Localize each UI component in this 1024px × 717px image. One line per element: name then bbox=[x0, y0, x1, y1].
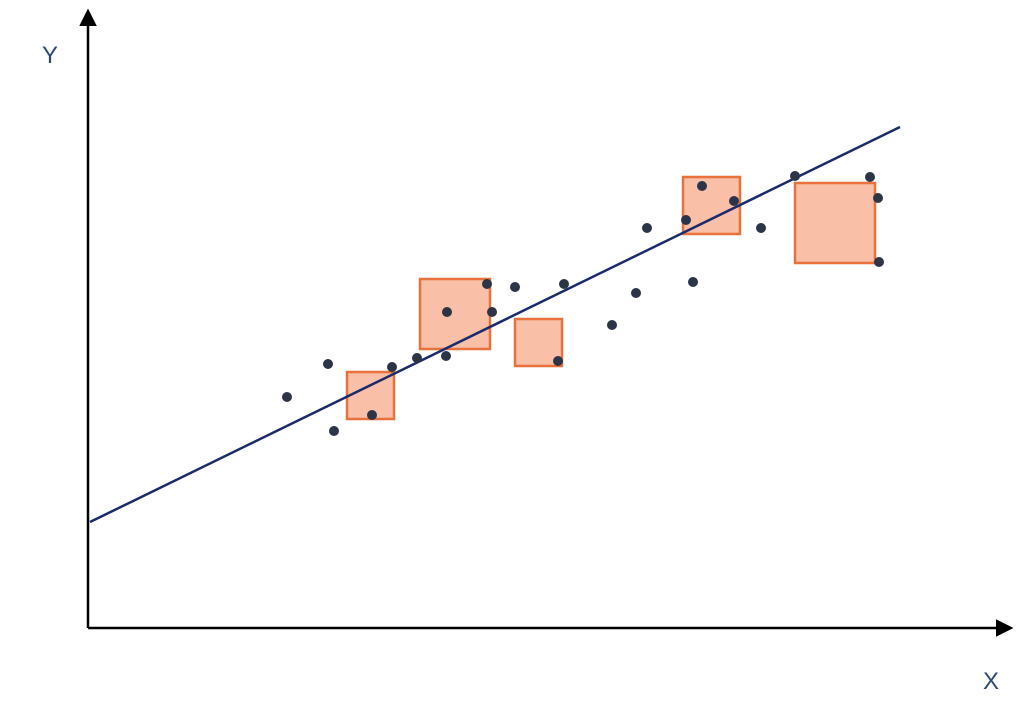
data-point bbox=[729, 196, 739, 206]
chart-svg bbox=[0, 0, 1024, 712]
data-point bbox=[873, 193, 883, 203]
data-point bbox=[874, 257, 884, 267]
data-point bbox=[367, 410, 377, 420]
residual-square bbox=[795, 183, 875, 263]
residual-square bbox=[420, 279, 490, 349]
data-point bbox=[607, 320, 617, 330]
data-point bbox=[487, 307, 497, 317]
data-point bbox=[790, 171, 800, 181]
data-point bbox=[865, 172, 875, 182]
residual-square bbox=[683, 177, 740, 234]
data-point bbox=[681, 215, 691, 225]
data-point bbox=[387, 362, 397, 372]
data-point bbox=[441, 351, 451, 361]
scatter-chart: Y X bbox=[0, 0, 1024, 712]
data-point bbox=[510, 282, 520, 292]
data-point bbox=[642, 223, 652, 233]
data-point bbox=[482, 279, 492, 289]
data-point bbox=[329, 426, 339, 436]
data-point bbox=[442, 307, 452, 317]
data-point bbox=[282, 392, 292, 402]
regression-line bbox=[90, 127, 900, 522]
x-axis-label: X bbox=[983, 668, 999, 696]
data-point bbox=[559, 279, 569, 289]
data-point bbox=[412, 353, 422, 363]
data-point bbox=[553, 356, 563, 366]
y-axis-label: Y bbox=[42, 42, 58, 70]
data-point bbox=[631, 288, 641, 298]
data-point bbox=[756, 223, 766, 233]
data-point bbox=[697, 181, 707, 191]
data-point bbox=[688, 277, 698, 287]
data-point bbox=[323, 359, 333, 369]
